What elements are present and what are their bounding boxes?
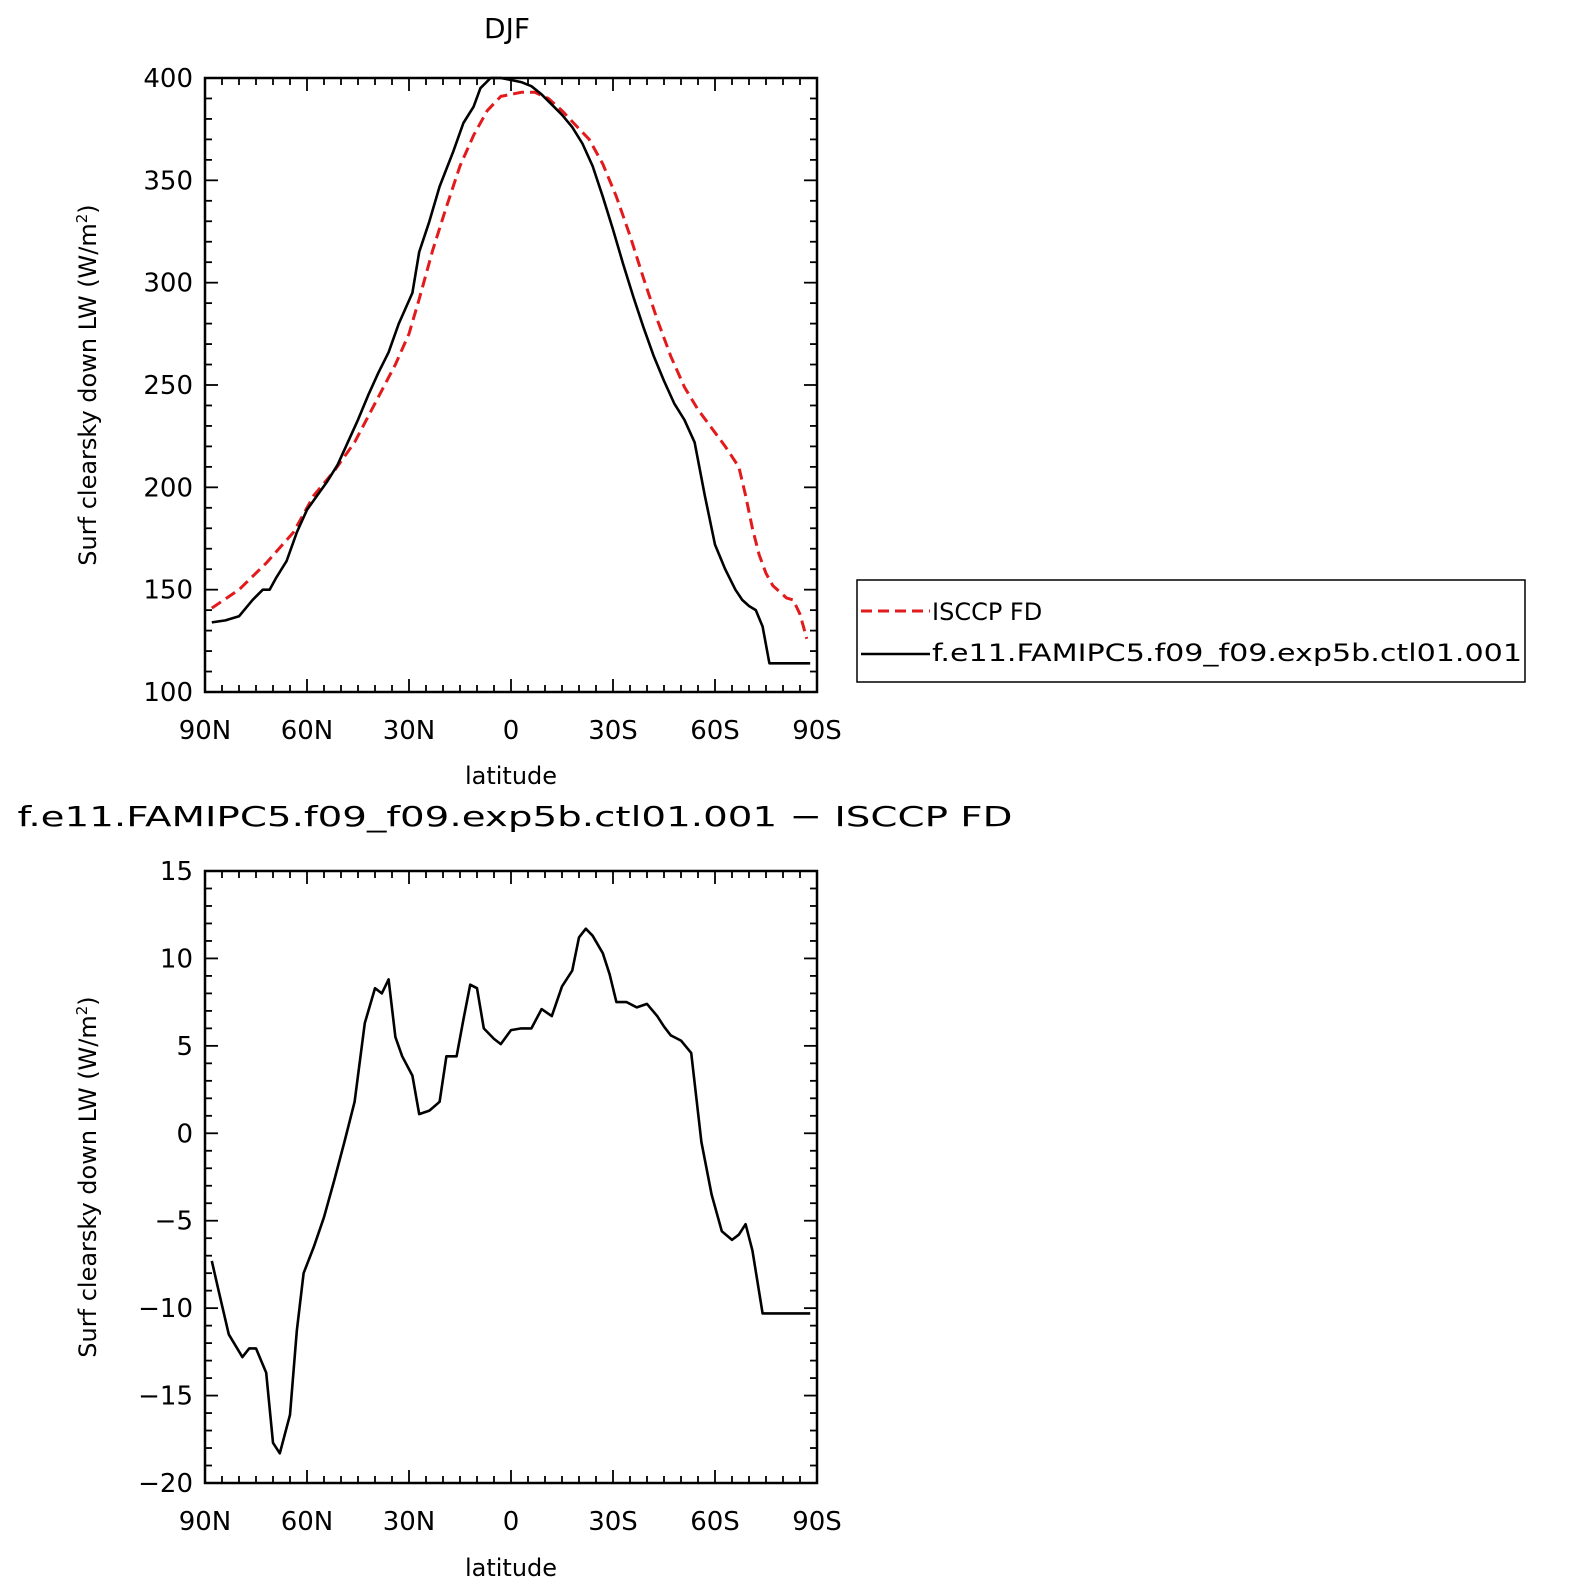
y-tick-label: 350: [143, 166, 193, 196]
chart-top-series: [210, 76, 811, 665]
chart-top-title: DJF: [484, 12, 530, 45]
legend: ISCCP FD f.e11.FAMIPC5.f09_f09.exp5b.ctl…: [856, 579, 1526, 683]
chart-top-ylabel: Surf clearsky down LW (W/m2): [73, 204, 102, 565]
legend-label-model: f.e11.FAMIPC5.f09_f09.exp5b.ctl01.001: [932, 639, 1522, 667]
x-tick-label: 60N: [281, 1507, 334, 1537]
y-tick-label: −5: [155, 1207, 193, 1237]
chart-bottom: f.e11.FAMIPC5.f09_f09.exp5b.ctl01.001 − …: [18, 800, 1013, 1582]
x-tick-label: 60S: [690, 1507, 740, 1537]
x-tick-label: 60N: [281, 716, 334, 746]
y-tick-label: 15: [160, 857, 193, 887]
chart-bottom-plot-frame: [203, 869, 819, 1485]
chart-bottom-title: f.e11.FAMIPC5.f09_f09.exp5b.ctl01.001 − …: [18, 800, 1013, 833]
x-tick-label: 30N: [383, 1507, 436, 1537]
x-tick-label: 60S: [690, 716, 740, 746]
chart-bottom-axes: 90N 60N 30N 0 30S 60S 90S −20 −15 −10 −5 0 5 10 15: [138, 857, 842, 1537]
x-tick-label: 30N: [383, 716, 436, 746]
y-tick-label: −15: [138, 1382, 193, 1412]
x-tick-label: 90N: [179, 716, 232, 746]
chart-top-plot-frame: [203, 76, 819, 694]
x-tick-label: 0: [503, 1507, 520, 1537]
top-series-line-1: [211, 76, 811, 665]
y-tick-label: 300: [143, 269, 193, 299]
chart-bottom-ylabel: Surf clearsky down LW (W/m2): [73, 996, 102, 1357]
x-tick-label: 90N: [179, 1507, 232, 1537]
x-tick-label: 30S: [588, 716, 638, 746]
legend-box: [856, 579, 1526, 683]
y-tick-label: −20: [138, 1469, 193, 1499]
y-tick-label: 100: [143, 678, 193, 708]
y-tick-label: −10: [138, 1294, 193, 1324]
x-tick-label: 0: [503, 716, 520, 746]
x-tick-label: 90S: [792, 716, 842, 746]
y-tick-label: 150: [143, 576, 193, 606]
y-tick-label: 5: [176, 1032, 193, 1062]
chart-top-xlabel: latitude: [465, 762, 557, 790]
top-series-line-0: [210, 90, 809, 640]
bottom-series-line-0: [210, 927, 811, 1455]
x-tick-label: 30S: [588, 1507, 638, 1537]
y-tick-label: 400: [143, 64, 193, 94]
y-tick-label: 200: [143, 473, 193, 503]
y-tick-label: 250: [143, 371, 193, 401]
chart-top-axes: 90N 60N 30N 0 30S 60S 90S 100 150 200 250 300 350 400: [143, 64, 841, 746]
x-tick-label: 90S: [792, 1507, 842, 1537]
y-tick-label: 0: [176, 1119, 193, 1149]
legend-label-isccp: ISCCP FD: [932, 598, 1042, 626]
y-tick-label: 10: [160, 944, 193, 974]
chart-bottom-series: [210, 927, 811, 1455]
chart-top: DJF 90N 60N 30N 0 30S 60S 90S 100 150 200 250 300 35…: [73, 12, 842, 790]
chart-bottom-xlabel: latitude: [465, 1554, 557, 1582]
